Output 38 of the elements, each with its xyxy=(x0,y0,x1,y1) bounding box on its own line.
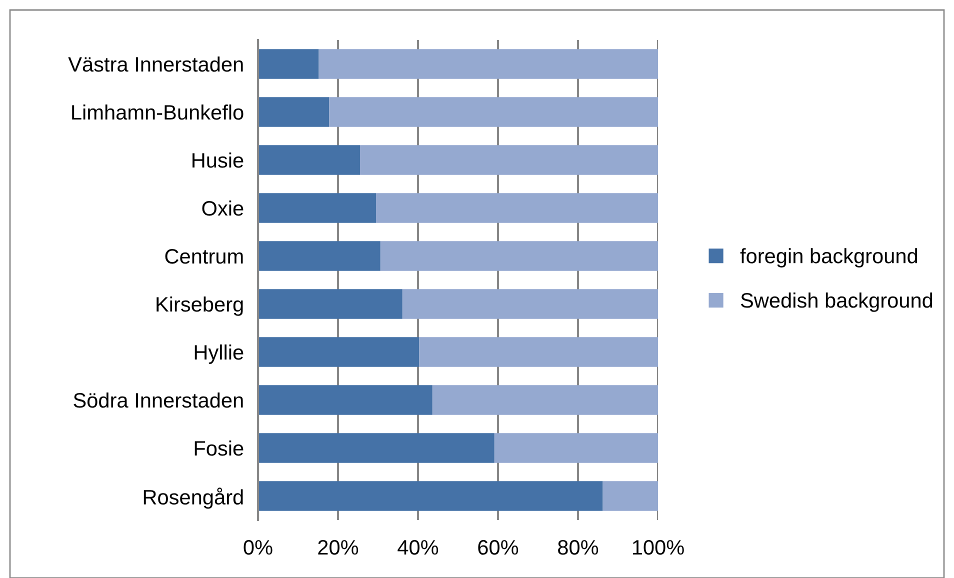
y-tick-label: Södra Innerstaden xyxy=(74,392,243,408)
x-tick-label: 60% xyxy=(478,540,518,555)
y-tick-label: Limhamn-Bunkeflo xyxy=(72,104,244,120)
bar xyxy=(376,193,658,223)
y-tick-label: Hyllie xyxy=(194,344,244,364)
bar xyxy=(258,145,360,175)
bar xyxy=(432,385,658,415)
bar xyxy=(494,433,658,463)
x-tick-label: 40% xyxy=(398,540,438,555)
bar xyxy=(258,385,432,415)
x-tick-label: 20% xyxy=(318,540,358,555)
bar xyxy=(258,337,420,367)
bar xyxy=(318,49,658,79)
y-tick-label: Rosengård xyxy=(144,488,243,509)
y-tick-label: Västra Innerstaden xyxy=(68,56,243,72)
bar xyxy=(258,289,402,319)
y-tick-label: Fosie xyxy=(194,440,244,456)
legend-label: foregin background xyxy=(740,248,918,268)
bar xyxy=(258,241,380,271)
y-tick-label: Oxie xyxy=(202,200,244,216)
bar xyxy=(360,145,658,175)
y-tick-label: Husie xyxy=(192,152,244,168)
bar xyxy=(402,289,658,319)
bar xyxy=(419,337,658,367)
bar xyxy=(329,97,658,127)
bar xyxy=(258,193,376,223)
x-tick-label: 100% xyxy=(632,540,684,555)
bar xyxy=(380,241,658,271)
bar xyxy=(258,481,603,511)
bar xyxy=(258,97,330,127)
legend-label: Swedish background xyxy=(740,292,932,312)
bar xyxy=(258,433,494,463)
bar xyxy=(602,481,658,511)
y-tick-label: Centrum xyxy=(165,249,243,264)
x-tick-label: 80% xyxy=(558,540,598,555)
bar xyxy=(258,49,319,79)
x-tick-label: 0% xyxy=(244,540,272,555)
y-tick-label: Kirseberg xyxy=(156,296,243,316)
